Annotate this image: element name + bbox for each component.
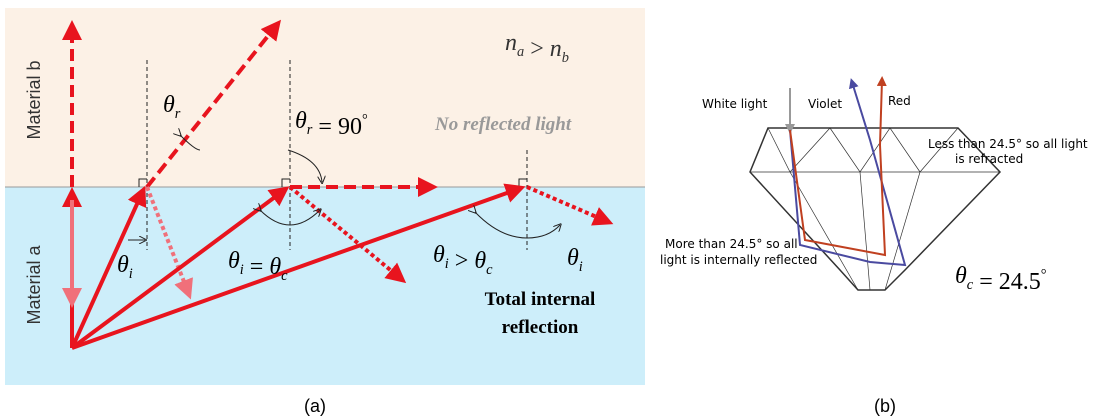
- angle-label: θi: [567, 245, 583, 275]
- reflected-note: More than 24.5° so all: [665, 237, 798, 251]
- ray: [71, 183, 526, 350]
- refracted-note: is refracted: [955, 152, 1023, 166]
- label-part: 90: [338, 114, 362, 140]
- white-light-label: White light: [702, 97, 768, 111]
- arc: [180, 135, 201, 151]
- normals: [138, 60, 528, 250]
- tir-line: reflection: [502, 317, 579, 338]
- material-a-label: Material a: [24, 244, 44, 324]
- angle-label: θr = 90°: [295, 108, 368, 140]
- arc: [287, 149, 322, 182]
- label-part: 24.5: [999, 269, 1041, 295]
- label-part: >: [530, 36, 544, 62]
- arc: [260, 210, 320, 226]
- material-b-region: [5, 8, 645, 187]
- label-part: °: [1041, 267, 1047, 283]
- angle-label: θr: [163, 92, 181, 122]
- ray: [145, 19, 282, 189]
- label-part: c: [967, 277, 974, 293]
- label-part: c: [486, 262, 493, 278]
- label-part: =: [250, 254, 264, 280]
- label-part: b: [562, 50, 569, 66]
- refracted-note: Less than 24.5° so all light: [928, 137, 1088, 151]
- ray: [70, 186, 290, 350]
- label-part: θ: [269, 254, 281, 280]
- label-part: θ: [163, 92, 175, 118]
- angle-label: θi: [117, 252, 133, 282]
- no-reflected-light: No reflected light: [434, 114, 572, 135]
- index-condition: na > nb: [505, 30, 569, 66]
- label-part: >: [455, 248, 469, 274]
- label-part: r: [307, 122, 313, 138]
- label-part: =: [318, 114, 332, 140]
- panel-b: White light Violet Red Less than 24.5° s…: [660, 76, 1088, 416]
- panel-a: Material b Material a na > nb No reflected…: [5, 8, 645, 416]
- ray: [288, 185, 407, 284]
- ray: [145, 186, 193, 300]
- angle-label: θi = θc: [228, 248, 288, 284]
- critical-angle: θc = 24.5°: [955, 263, 1047, 295]
- caption: (b): [874, 396, 896, 416]
- label-part: θ: [228, 248, 240, 274]
- label-part: i: [445, 256, 449, 272]
- material-b-label: Material b: [24, 60, 44, 139]
- reflected-note: light is internally reflected: [660, 253, 817, 267]
- label-part: θ: [567, 245, 579, 271]
- label-part: =: [979, 269, 993, 295]
- violet-ray: [789, 78, 907, 267]
- label-part: °: [362, 112, 368, 128]
- label-part: i: [240, 262, 244, 278]
- label-part: n: [550, 36, 562, 62]
- label-part: i: [579, 259, 583, 275]
- rays: [62, 19, 614, 350]
- label-part: c: [281, 268, 288, 284]
- label-part: θ: [295, 108, 307, 134]
- label-part: a: [517, 44, 524, 60]
- violet-label: Violet: [808, 97, 842, 111]
- label-part: θ: [474, 248, 486, 274]
- label-part: r: [175, 106, 181, 122]
- label-part: θ: [433, 242, 445, 268]
- ray: [70, 185, 147, 349]
- label-part: θ: [955, 263, 967, 289]
- red-label: Red: [888, 94, 911, 108]
- label-part: θ: [117, 252, 129, 278]
- angle-label: θi > θc: [433, 242, 493, 278]
- ray: [526, 185, 614, 226]
- label-part: n: [505, 30, 517, 56]
- red-ray: [789, 76, 887, 257]
- angle-arcs: [128, 135, 560, 240]
- caption: (a): [304, 396, 326, 416]
- tir-line: Total internal: [485, 289, 596, 310]
- arc: [475, 212, 560, 239]
- facets: [749, 127, 1000, 291]
- label-part: i: [129, 266, 133, 282]
- diamond: [749, 127, 1002, 291]
